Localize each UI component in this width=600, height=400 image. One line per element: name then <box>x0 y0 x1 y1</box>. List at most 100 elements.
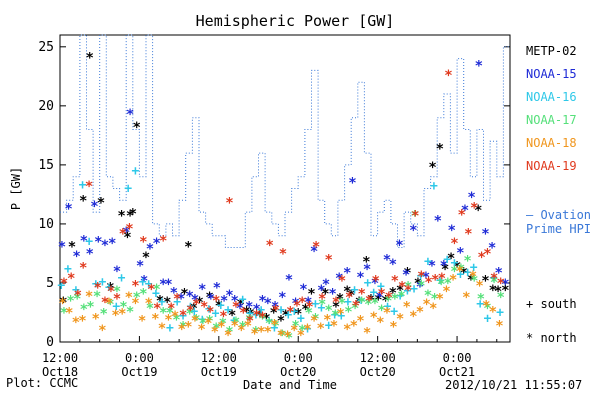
y-tick-label: 5 <box>46 276 54 291</box>
point-noaa-19: * <box>345 290 353 306</box>
point-noaa-16: + <box>476 297 484 312</box>
point-noaa-18: * <box>436 291 444 307</box>
point-noaa-15: * <box>356 270 364 286</box>
point-noaa-19: * <box>272 303 280 319</box>
x-tick-time: 12:00 <box>42 351 78 365</box>
point-noaa-16: + <box>186 300 194 315</box>
point-noaa-18: * <box>184 320 192 336</box>
x-tick-time: 0:00 <box>125 351 154 365</box>
point-noaa-15: * <box>389 257 397 273</box>
point-noaa-19: * <box>411 209 419 225</box>
point-noaa-17: * <box>311 311 319 327</box>
x-tick-time: 12:00 <box>360 351 396 365</box>
point-metp-02: * <box>184 239 192 255</box>
point-noaa-15: * <box>94 235 102 251</box>
point-noaa-15: * <box>101 238 109 254</box>
point-metp-02: * <box>59 295 67 311</box>
point-noaa-16: + <box>92 277 100 292</box>
x-tick-date: Oct20 <box>360 365 396 379</box>
point-noaa-19: * <box>305 300 313 316</box>
point-noaa-17: * <box>285 330 293 346</box>
point-noaa-17: * <box>238 320 246 336</box>
point-noaa-17: * <box>172 313 180 329</box>
point-noaa-16: + <box>436 274 444 289</box>
point-noaa-19: * <box>293 298 301 314</box>
point-noaa-15: * <box>343 265 351 281</box>
point-noaa-16: + <box>246 307 254 322</box>
point-noaa-18: * <box>455 264 463 280</box>
point-noaa-16: + <box>464 265 472 280</box>
point-noaa-18: * <box>495 318 503 334</box>
point-noaa-17: * <box>364 297 372 313</box>
point-noaa-15: * <box>225 288 233 304</box>
point-noaa-19: * <box>159 233 167 249</box>
point-noaa-15: * <box>422 270 430 286</box>
legend-noaa-16: NOAA-16 <box>526 90 577 104</box>
point-noaa-18: * <box>178 322 186 338</box>
point-metp-02: * <box>501 283 509 299</box>
point-noaa-15: * <box>213 281 221 297</box>
x-axis-label: Date and Time <box>243 378 337 392</box>
point-metp-02: * <box>270 305 278 321</box>
point-metp-02: * <box>236 297 244 313</box>
point-noaa-15: * <box>322 277 330 293</box>
point-noaa-16: + <box>312 297 320 312</box>
point-noaa-17: * <box>106 297 114 313</box>
point-noaa-15: * <box>501 277 509 293</box>
point-noaa-16: + <box>112 300 120 315</box>
point-metp-02: * <box>86 50 94 66</box>
point-noaa-18: * <box>356 314 364 330</box>
point-noaa-17: * <box>278 328 286 344</box>
point-noaa-16: + <box>105 281 113 296</box>
point-noaa-19: * <box>417 269 425 285</box>
point-noaa-16: + <box>377 280 385 295</box>
point-noaa-15: * <box>440 258 448 274</box>
point-noaa-15: * <box>375 290 383 306</box>
point-noaa-17: * <box>133 290 141 306</box>
point-noaa-19: * <box>219 309 227 325</box>
point-metp-02: * <box>447 251 455 267</box>
point-noaa-18: * <box>244 318 252 334</box>
point-noaa-16: + <box>284 308 292 323</box>
point-noaa-16: + <box>484 311 492 326</box>
point-noaa-17: * <box>331 308 339 324</box>
point-noaa-19: * <box>258 310 266 326</box>
point-metp-02: * <box>97 196 105 212</box>
point-noaa-17: * <box>179 320 187 336</box>
point-noaa-18: * <box>204 316 212 332</box>
point-noaa-18: * <box>369 310 377 326</box>
point-noaa-16: + <box>424 255 432 270</box>
point-noaa-19: * <box>424 275 432 291</box>
point-noaa-19: * <box>192 297 200 313</box>
point-noaa-17: * <box>159 305 167 321</box>
point-noaa-17: * <box>457 262 465 278</box>
point-metp-02: * <box>332 300 340 316</box>
point-noaa-18: * <box>92 311 100 327</box>
point-noaa-16: + <box>270 321 278 336</box>
point-noaa-19: * <box>225 196 233 212</box>
point-noaa-19: * <box>385 290 393 306</box>
point-noaa-18: * <box>138 314 146 330</box>
point-noaa-16: + <box>152 287 160 302</box>
point-noaa-19: * <box>286 304 294 320</box>
point-noaa-17: * <box>497 290 505 306</box>
point-noaa-18: * <box>462 290 470 306</box>
point-noaa-19: * <box>398 280 406 296</box>
point-metp-02: * <box>307 287 315 303</box>
point-noaa-19: * <box>352 298 360 314</box>
point-noaa-15: * <box>80 233 88 249</box>
point-noaa-15: * <box>86 246 94 262</box>
point-noaa-16: + <box>145 277 153 292</box>
timestamp: 2012/10/21 11:55:07 <box>445 378 583 392</box>
point-noaa-15: * <box>299 282 307 298</box>
point-noaa-19: * <box>94 281 102 297</box>
point-noaa-19: * <box>67 271 75 287</box>
point-noaa-17: * <box>463 254 471 270</box>
point-metp-02: * <box>215 298 223 314</box>
point-metp-02: * <box>205 290 213 306</box>
point-noaa-16: + <box>179 309 187 324</box>
point-metp-02: * <box>163 295 171 311</box>
point-noaa-15: * <box>304 295 312 311</box>
y-axis-label: P [GW] <box>9 167 23 210</box>
